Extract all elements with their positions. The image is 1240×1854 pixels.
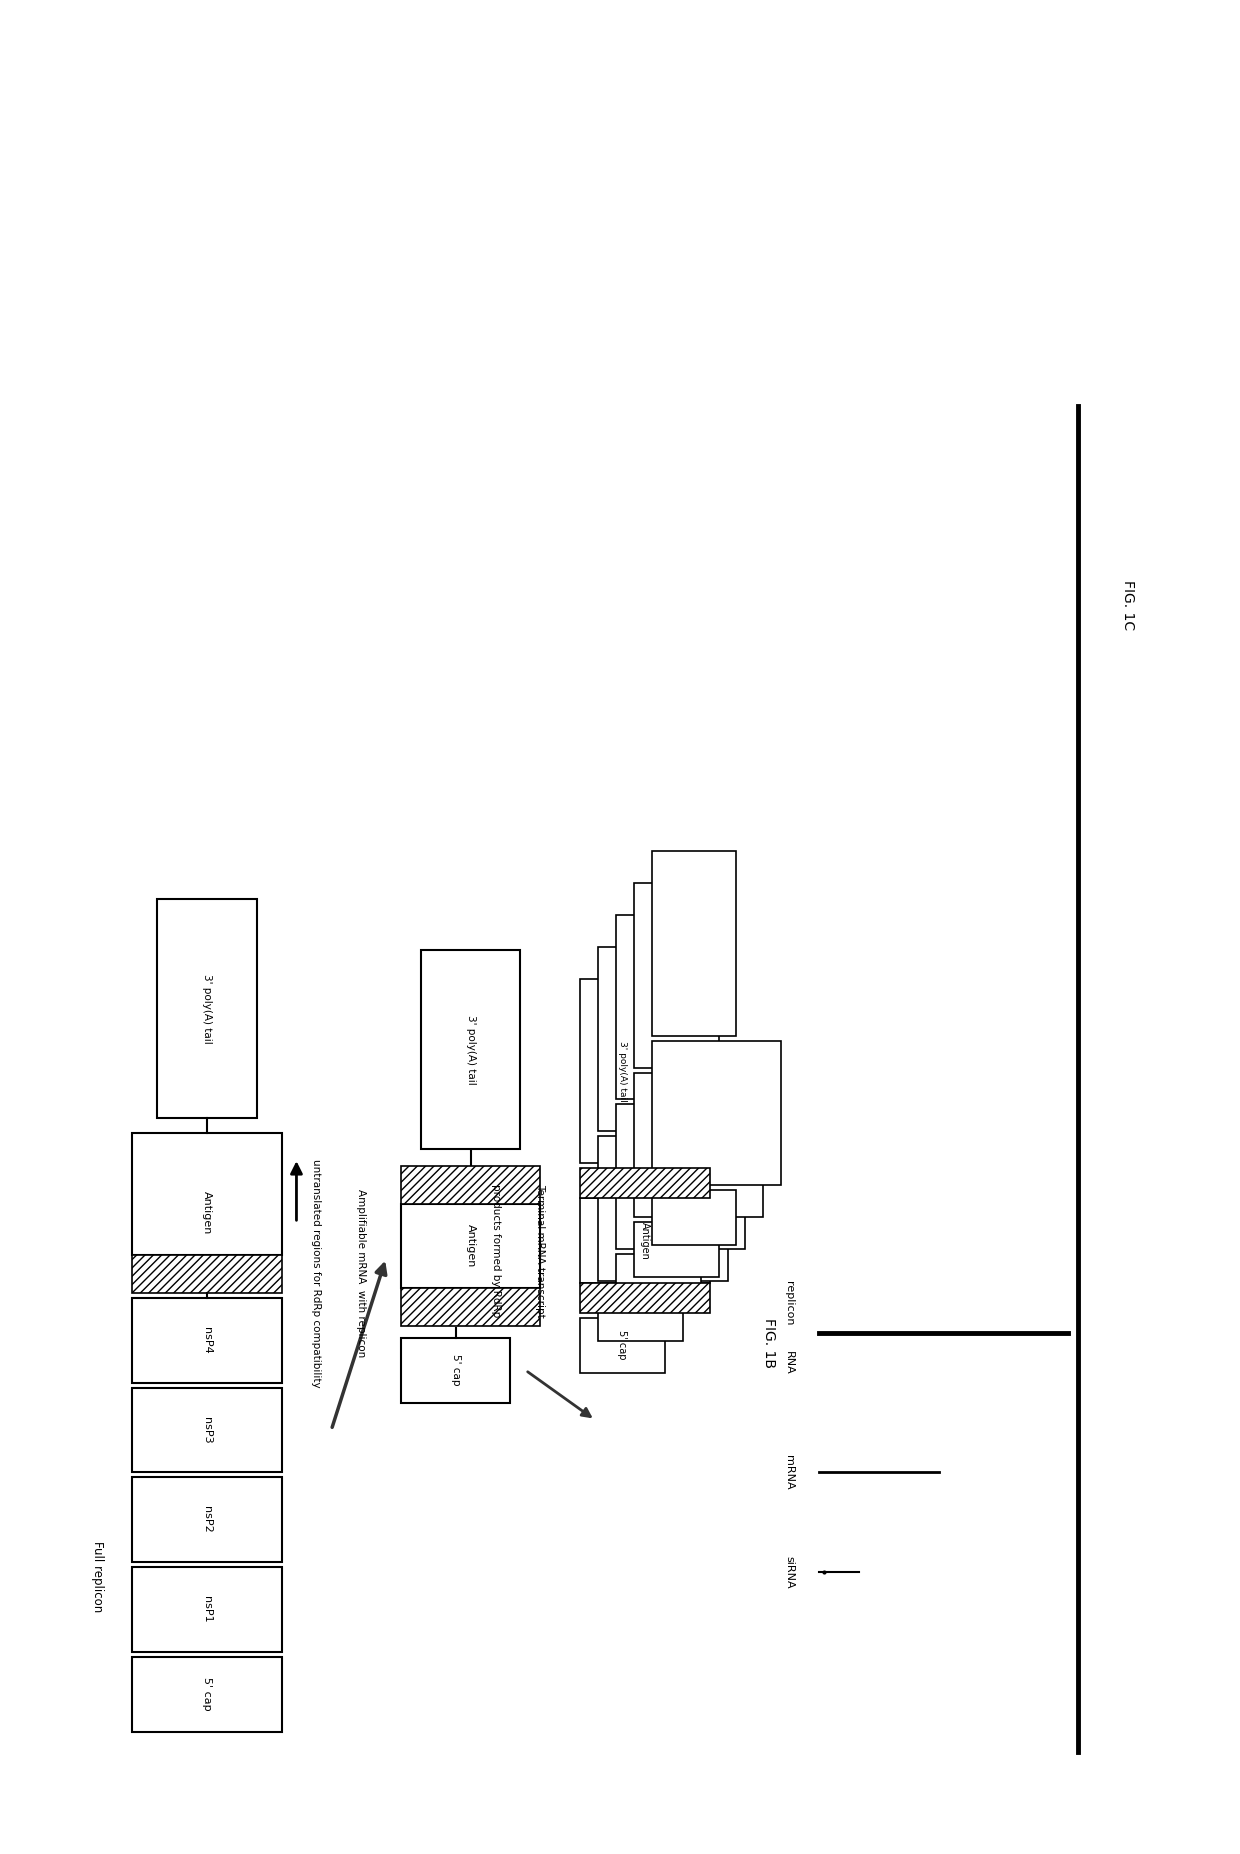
FancyBboxPatch shape (133, 1387, 281, 1472)
FancyBboxPatch shape (133, 1255, 281, 1292)
Text: RNA: RNA (784, 1352, 795, 1374)
FancyBboxPatch shape (580, 1168, 709, 1198)
FancyBboxPatch shape (401, 1289, 541, 1326)
FancyBboxPatch shape (652, 1040, 781, 1185)
Text: mRNA: mRNA (784, 1455, 795, 1489)
FancyBboxPatch shape (634, 883, 718, 1068)
FancyBboxPatch shape (157, 899, 257, 1118)
FancyBboxPatch shape (598, 1137, 728, 1281)
Text: untranslated regions for RdRp compatibility: untranslated regions for RdRp compatibil… (311, 1159, 321, 1387)
Text: nsP4: nsP4 (202, 1327, 212, 1353)
Text: FIG. 1B: FIG. 1B (763, 1318, 776, 1368)
FancyBboxPatch shape (133, 1567, 281, 1652)
Text: replicon: replicon (784, 1281, 795, 1326)
Text: Full replicon: Full replicon (91, 1541, 104, 1613)
FancyBboxPatch shape (580, 1198, 709, 1283)
Text: nsP2: nsP2 (202, 1505, 212, 1533)
FancyBboxPatch shape (634, 1222, 718, 1277)
Text: Terminal mRNA transcript: Terminal mRNA transcript (536, 1183, 546, 1318)
FancyBboxPatch shape (598, 1287, 683, 1340)
Text: siRNA: siRNA (784, 1556, 795, 1589)
Text: products formed by RdRp: products formed by RdRp (491, 1185, 501, 1316)
Text: nsP3: nsP3 (202, 1416, 212, 1442)
Text: 3' poly(A) tail: 3' poly(A) tail (202, 973, 212, 1044)
FancyBboxPatch shape (401, 1339, 511, 1403)
FancyBboxPatch shape (420, 949, 521, 1149)
Text: 5' cap: 5' cap (618, 1331, 627, 1361)
Text: FIG. 1C: FIG. 1C (1121, 580, 1135, 630)
Text: 5' cap: 5' cap (202, 1678, 212, 1711)
Text: Antigen: Antigen (640, 1222, 650, 1259)
FancyBboxPatch shape (133, 1478, 281, 1563)
FancyBboxPatch shape (580, 1283, 709, 1313)
Text: nsP1: nsP1 (202, 1596, 212, 1622)
Text: 5' cap: 5' cap (450, 1355, 461, 1387)
Text: Antigen: Antigen (466, 1224, 476, 1268)
FancyBboxPatch shape (598, 947, 683, 1131)
FancyBboxPatch shape (580, 1318, 665, 1372)
FancyBboxPatch shape (616, 1105, 745, 1250)
Text: Amplifiable mRNA  with replicon: Amplifiable mRNA with replicon (356, 1188, 366, 1357)
Text: 3' poly(A) tail: 3' poly(A) tail (618, 1040, 627, 1101)
FancyBboxPatch shape (616, 1253, 701, 1309)
FancyBboxPatch shape (616, 916, 701, 1099)
FancyBboxPatch shape (133, 1298, 281, 1383)
FancyBboxPatch shape (401, 1203, 541, 1289)
FancyBboxPatch shape (133, 1657, 281, 1732)
Text: 3' poly(A) tail: 3' poly(A) tail (466, 1014, 476, 1085)
FancyBboxPatch shape (652, 1190, 737, 1246)
FancyBboxPatch shape (634, 1073, 764, 1216)
FancyBboxPatch shape (401, 1166, 541, 1203)
FancyBboxPatch shape (133, 1133, 281, 1255)
FancyBboxPatch shape (652, 851, 737, 1036)
FancyBboxPatch shape (580, 979, 665, 1162)
Text: Antigen: Antigen (202, 1192, 212, 1235)
